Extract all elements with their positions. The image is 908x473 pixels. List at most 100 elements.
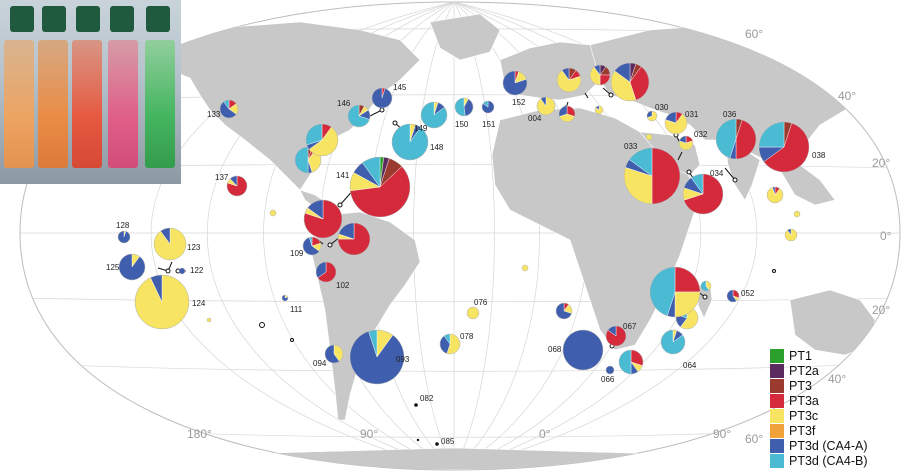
station-pie xyxy=(502,70,528,96)
pie-outline xyxy=(558,105,576,123)
landmasses xyxy=(149,13,881,470)
pie-outline xyxy=(206,317,212,323)
station-labels: 133 146 145 149 150 151 152 148 141 137 128 123 125 1… xyxy=(106,83,826,446)
empty-station-markers xyxy=(414,403,439,446)
legend-item: PT3d (CA4-A) xyxy=(770,438,906,453)
pie-outline xyxy=(793,210,801,218)
pie-outline xyxy=(269,209,277,217)
station-pie xyxy=(117,230,131,244)
station-pie xyxy=(324,344,344,364)
station-label: 066 xyxy=(601,375,615,384)
station-label: 152 xyxy=(512,98,526,107)
pie-outline xyxy=(555,302,573,320)
station-pie xyxy=(371,87,393,109)
pie-outline xyxy=(646,110,658,122)
legend-swatch xyxy=(770,453,784,468)
station-label: 093 xyxy=(396,355,410,364)
legend-swatch xyxy=(770,423,784,438)
station-label: 150 xyxy=(455,120,469,129)
station-pie xyxy=(700,280,712,292)
station-label: 149 xyxy=(414,124,428,133)
pie-outline xyxy=(481,100,495,114)
pie-outline xyxy=(678,135,694,151)
station-label: 004 xyxy=(528,114,542,123)
pie-outline xyxy=(700,280,712,292)
label-lat-40s: 40° xyxy=(828,372,846,386)
pie-outline xyxy=(371,87,393,109)
station-label: 038 xyxy=(812,151,826,160)
station-pie xyxy=(758,121,810,173)
legend-item: PT3d (CA4-B) xyxy=(770,453,906,468)
station-pie xyxy=(226,175,248,197)
legend-label: PT3c xyxy=(789,408,819,423)
station-pie xyxy=(269,209,277,217)
station-pie xyxy=(589,64,611,86)
station-label: 111 xyxy=(290,305,303,314)
station-pie xyxy=(349,156,411,218)
station-label: 082 xyxy=(420,394,434,403)
station-pie xyxy=(303,199,343,239)
pie-outline xyxy=(594,105,604,115)
station-pie xyxy=(349,329,405,385)
station-label: 032 xyxy=(694,130,708,139)
pie-outline xyxy=(347,104,371,128)
pie-outline xyxy=(664,111,688,135)
station-label: 128 xyxy=(116,221,130,230)
label-lat-20n: 20° xyxy=(872,156,890,170)
legend-item: PT3c xyxy=(770,408,906,423)
pie-outline xyxy=(562,329,604,371)
station-pie xyxy=(153,227,187,261)
pie-outline xyxy=(178,267,186,275)
station-label: 133 xyxy=(207,110,221,119)
station-label: 125 xyxy=(106,263,120,272)
station-label: 034 xyxy=(710,169,724,178)
pie-outline xyxy=(649,266,701,318)
station-label: 068 xyxy=(548,345,562,354)
label-lat-0: 0° xyxy=(880,229,892,243)
greenland xyxy=(429,13,501,61)
station-label: 146 xyxy=(337,99,351,108)
pie-outline xyxy=(605,325,627,347)
station-label: 123 xyxy=(187,243,201,252)
station-pie xyxy=(664,111,688,135)
pie-outline xyxy=(315,261,337,283)
label-lat-40n: 40° xyxy=(838,89,856,103)
station-pie xyxy=(678,135,694,151)
legend-swatch xyxy=(770,438,784,453)
pie-outline xyxy=(391,123,429,161)
station-label: 151 xyxy=(482,120,496,129)
legend-item: PT3 xyxy=(770,378,906,393)
pie-outline xyxy=(337,222,371,256)
pie-outline xyxy=(766,186,784,204)
station-label: 148 xyxy=(430,143,444,152)
label-lat-60s: 60° xyxy=(745,432,763,446)
pie-outline xyxy=(645,133,653,141)
station-label: 078 xyxy=(460,332,474,341)
station-pie xyxy=(715,118,757,160)
pie-outline xyxy=(118,253,146,281)
station-pie xyxy=(536,96,556,116)
legend-label: PT2a xyxy=(789,363,819,378)
pie-slice xyxy=(562,329,604,371)
pie-outline xyxy=(623,147,681,205)
culture-flasks-photo xyxy=(0,0,181,184)
station-pie xyxy=(347,104,371,128)
legend-item: PT3f xyxy=(770,423,906,438)
station-pie xyxy=(219,99,239,119)
station-pies xyxy=(117,62,810,385)
label-lon-180: 180° xyxy=(187,427,212,441)
station-pie xyxy=(646,110,658,122)
pie-outline xyxy=(303,199,343,239)
station-pie xyxy=(645,133,653,141)
station-pie xyxy=(206,317,212,323)
legend-label: PT3 xyxy=(789,378,812,393)
label-lat-20s: 20° xyxy=(872,303,890,317)
label-lon-90w: 90° xyxy=(360,427,378,441)
pie-outline xyxy=(153,227,187,261)
station-label: 122 xyxy=(190,266,204,275)
station-pie xyxy=(521,264,529,272)
pie-outline xyxy=(302,236,322,256)
station-pie xyxy=(118,253,146,281)
pie-outline xyxy=(726,289,740,303)
